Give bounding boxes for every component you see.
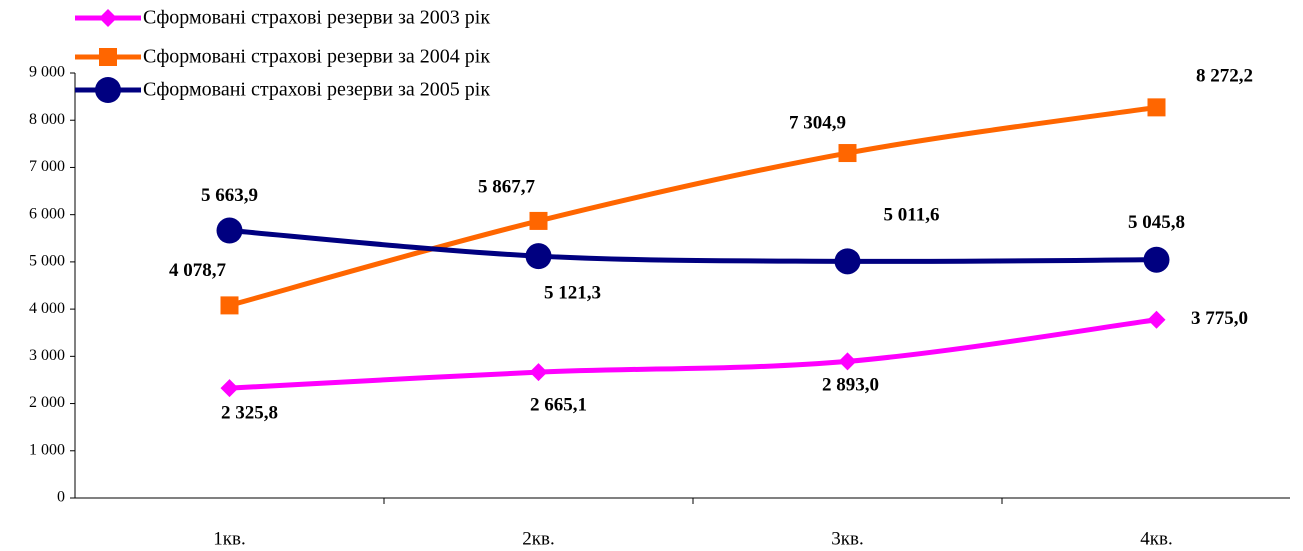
y-tick-label: 7 000	[29, 158, 65, 175]
legend-label: Сформовані страхові резерви за 2004 рік	[143, 46, 490, 68]
legend-label: Сформовані страхові резерви за 2003 рік	[143, 7, 490, 29]
data-point	[529, 211, 548, 230]
y-tick-label: 9 000	[29, 64, 65, 81]
legend-marker	[99, 9, 117, 27]
legend-marker	[99, 48, 117, 66]
y-tick-label: 4 000	[29, 300, 65, 317]
x-tick-label: 3кв.	[831, 528, 863, 549]
data-point	[1147, 310, 1166, 329]
data-point	[834, 248, 861, 275]
x-tick-label: 4кв.	[1140, 528, 1172, 549]
y-tick-label: 3 000	[29, 347, 65, 364]
data-point	[838, 352, 857, 371]
series-line	[229, 317, 1157, 391]
legend-label: Сформовані страхові резерви за 2005 рік	[143, 79, 490, 101]
series-line	[229, 228, 1157, 264]
x-tick-label: 1кв.	[213, 528, 245, 549]
data-label: 7 304,9	[789, 112, 846, 133]
data-point	[525, 243, 552, 270]
y-tick-label: 2 000	[29, 394, 65, 411]
data-label: 5 663,9	[201, 185, 258, 206]
y-tick-label: 0	[57, 489, 65, 506]
data-label: 2 893,0	[822, 375, 879, 396]
y-tick-label: 6 000	[29, 205, 65, 222]
data-label: 5 867,7	[478, 176, 536, 197]
data-point	[1143, 246, 1170, 273]
legend-marker	[95, 77, 121, 103]
data-label: 5 045,8	[1128, 212, 1185, 233]
data-point	[838, 144, 857, 163]
y-tick-label: 8 000	[29, 111, 65, 128]
data-label: 2 325,8	[221, 403, 278, 424]
series-line	[228, 104, 1157, 308]
data-point	[216, 217, 243, 244]
data-point	[220, 379, 239, 398]
data-point	[1147, 98, 1166, 117]
data-point	[220, 296, 239, 315]
data-label: 8 272,2	[1196, 66, 1253, 87]
x-tick-label: 2кв.	[522, 528, 554, 549]
data-label: 3 775,0	[1191, 308, 1248, 329]
data-label: 2 665,1	[530, 395, 587, 416]
data-label: 4 078,7	[169, 260, 227, 281]
data-label: 5 011,6	[884, 205, 940, 226]
y-tick-label: 1 000	[29, 441, 65, 458]
y-tick-label: 5 000	[29, 253, 65, 270]
data-label: 5 121,3	[544, 283, 601, 304]
data-point	[529, 363, 548, 382]
